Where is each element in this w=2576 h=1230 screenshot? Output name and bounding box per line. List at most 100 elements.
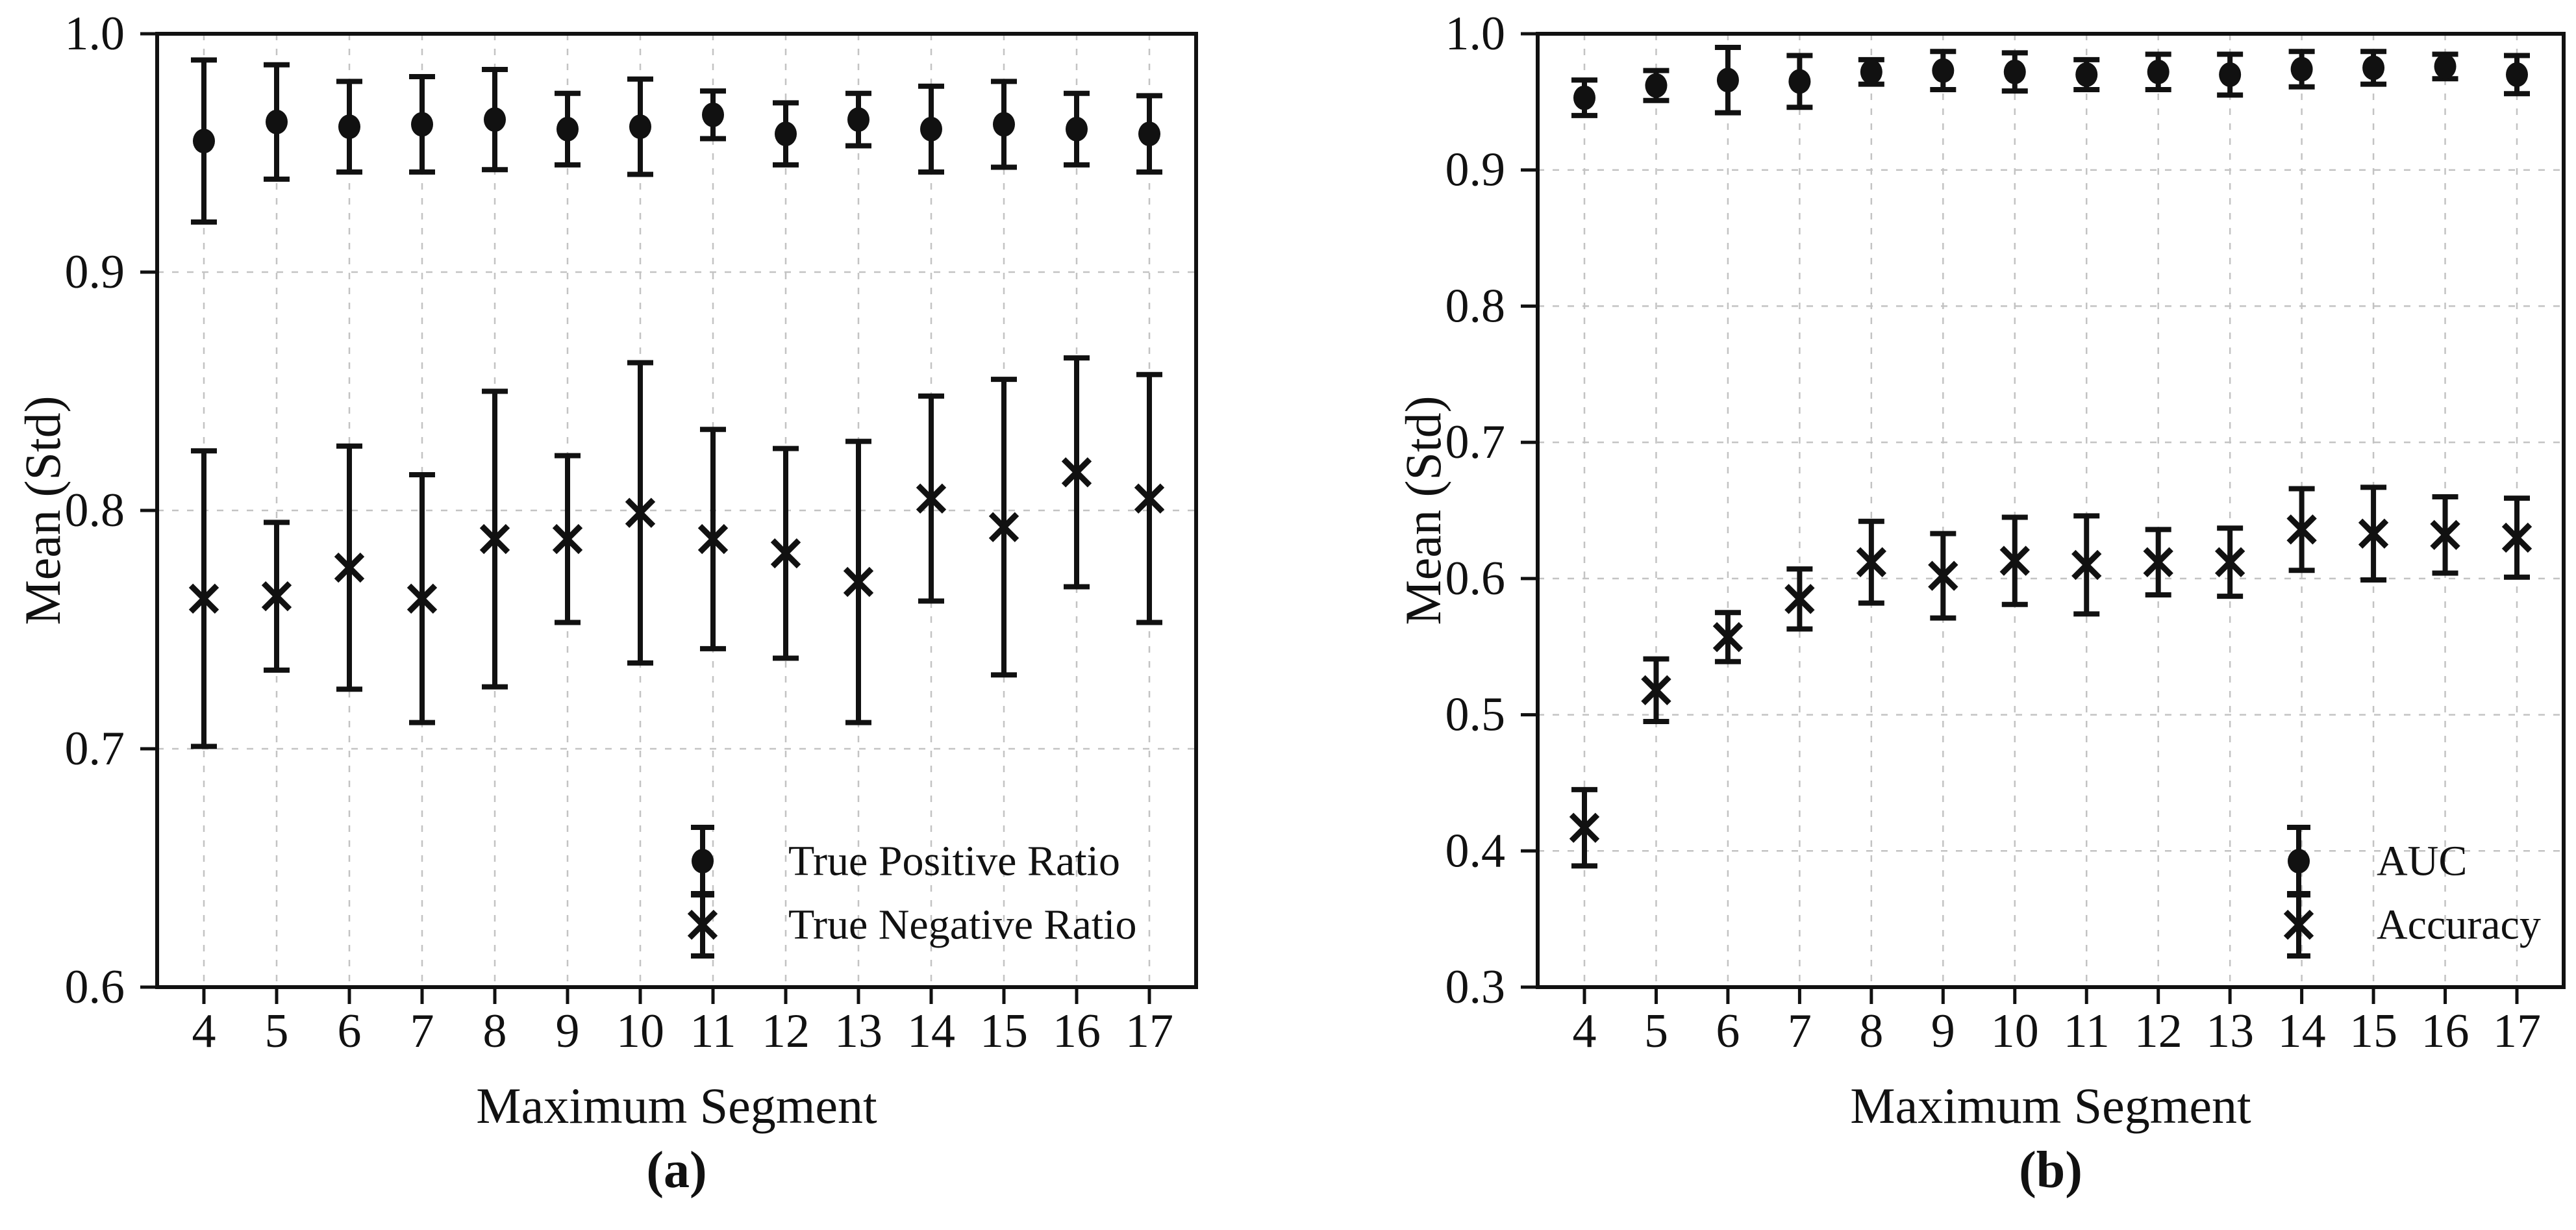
x-tick-label: 4	[1573, 1005, 1597, 1058]
marker-x	[1134, 483, 1165, 514]
marker-circle	[993, 112, 1015, 137]
y-tick-label: 0.8	[1445, 279, 1506, 333]
marker-circle	[193, 129, 215, 154]
marker-x	[770, 538, 801, 569]
marker-circle	[556, 116, 579, 142]
marker-circle	[1138, 121, 1160, 147]
x-tick-label: 13	[2206, 1005, 2254, 1058]
y-tick-label: 1.0	[1445, 7, 1506, 60]
y-tick-label: 1.0	[65, 7, 125, 60]
marker-circle	[847, 107, 869, 132]
chart-a-caption: (a)	[646, 1142, 707, 1199]
x-tick-label: 17	[2493, 1005, 2541, 1058]
marker-x	[843, 566, 874, 597]
marker-x	[2071, 549, 2102, 581]
x-tick-label: 11	[2064, 1005, 2110, 1058]
legend-marker-x	[687, 909, 718, 940]
x-tick-label: 12	[2134, 1005, 2182, 1058]
marker-x	[2286, 514, 2317, 545]
x-tick-label: 9	[556, 1005, 580, 1058]
marker-circle	[775, 121, 797, 147]
legend-marker-circle	[2288, 849, 2310, 873]
marker-x	[479, 523, 510, 555]
marker-circle	[2075, 62, 2098, 87]
legend-marker-x	[2283, 909, 2314, 940]
marker-circle	[2434, 54, 2457, 79]
x-tick-label: 7	[1788, 1005, 1812, 1058]
marker-x	[1999, 546, 2030, 576]
x-tick-label: 6	[338, 1005, 362, 1058]
plot-border	[155, 32, 1198, 989]
marker-x	[2143, 547, 2173, 577]
marker-circle	[484, 107, 506, 132]
marker-circle	[2003, 59, 2026, 84]
marker-x	[2358, 518, 2389, 549]
legend-label: True Positive Ratio	[788, 838, 1120, 885]
x-tick-label: 10	[616, 1005, 664, 1058]
marker-circle	[629, 114, 651, 140]
marker-circle	[702, 102, 724, 127]
marker-x	[2501, 522, 2532, 553]
marker-x	[2430, 520, 2460, 550]
marker-circle	[1788, 69, 1811, 94]
x-tick-label: 17	[1125, 1005, 1173, 1058]
marker-x	[1928, 560, 1958, 591]
marker-circle	[1573, 85, 1595, 110]
marker-circle	[1716, 68, 1739, 93]
x-tick-label: 15	[2349, 1005, 2397, 1058]
figure-panel-b: 1.0 0.9 0.8 0.7 0.6 0.5 0.4 0.3 4 5 6 7 8 9 10 11 12 13 14…	[1288, 0, 2576, 1230]
marker-circle	[1645, 73, 1668, 98]
marker-circle	[1860, 59, 1882, 84]
chart-b-x-axis-label: Maximum Segment	[1850, 1077, 2251, 1134]
legend-label: AUC	[2377, 838, 2467, 885]
marker-x	[406, 583, 438, 614]
y-tick-label: 0.9	[1445, 144, 1506, 197]
x-tick-label: 5	[265, 1005, 289, 1058]
y-tick-label: 0.8	[65, 484, 125, 537]
marker-x	[261, 581, 292, 612]
x-tick-label: 12	[762, 1005, 810, 1058]
marker-circle	[2362, 55, 2385, 81]
marker-x	[552, 523, 583, 555]
marker-x	[1856, 547, 1887, 577]
y-tick-label: 0.9	[65, 245, 125, 299]
x-tick-label: 5	[1644, 1005, 1668, 1058]
marker-circle	[338, 114, 360, 140]
marker-circle	[2506, 62, 2528, 87]
x-tick-label: 14	[2278, 1005, 2326, 1058]
marker-circle	[411, 112, 433, 137]
x-tick-label: 14	[907, 1005, 955, 1058]
x-tick-label: 13	[834, 1005, 882, 1058]
marker-circle	[1066, 116, 1088, 142]
marker-x	[1061, 457, 1092, 488]
x-tick-label: 16	[1053, 1005, 1101, 1058]
marker-circle	[266, 109, 288, 134]
x-tick-label: 11	[690, 1005, 736, 1058]
x-tick-label: 16	[2421, 1005, 2470, 1058]
marker-circle	[2290, 56, 2313, 82]
figure-panel-a: 1.0 0.9 0.8 0.7 0.6 4 5 6 7 8 9 10 11 12 13 14 15 16 17 Tru…	[14, 7, 1198, 1199]
chart-a-plot: 1.0 0.9 0.8 0.7 0.6 4 5 6 7 8 9 10 11 12 13 14 15 16 17 Tru…	[65, 7, 1198, 1058]
x-tick-label: 8	[1859, 1005, 1883, 1058]
chart-a-y-axis-label: Mean (Std)	[14, 395, 71, 625]
marker-circle	[920, 116, 942, 142]
x-tick-label: 10	[1991, 1005, 2039, 1058]
legend-marker-circle	[692, 849, 714, 873]
legend-label: Accuracy	[2377, 901, 2541, 949]
marker-x	[916, 483, 947, 514]
marker-x	[625, 497, 656, 528]
y-tick-label: 0.7	[1445, 416, 1506, 469]
legend-label: True Negative Ratio	[788, 901, 1136, 949]
marker-x	[1569, 812, 1600, 843]
chart-a-x-axis-label: Maximum Segment	[476, 1077, 877, 1134]
x-tick-label: 9	[1931, 1005, 1955, 1058]
x-tick-label: 4	[192, 1005, 216, 1058]
marker-x	[1712, 621, 1744, 653]
plot-border	[1536, 32, 2566, 989]
chart-b-y-axis-label: Mean (Std)	[1395, 395, 1451, 625]
marker-x	[188, 583, 219, 614]
marker-x	[1641, 675, 1671, 706]
marker-x	[988, 512, 1019, 542]
y-tick-label: 0.3	[1445, 960, 1506, 1014]
